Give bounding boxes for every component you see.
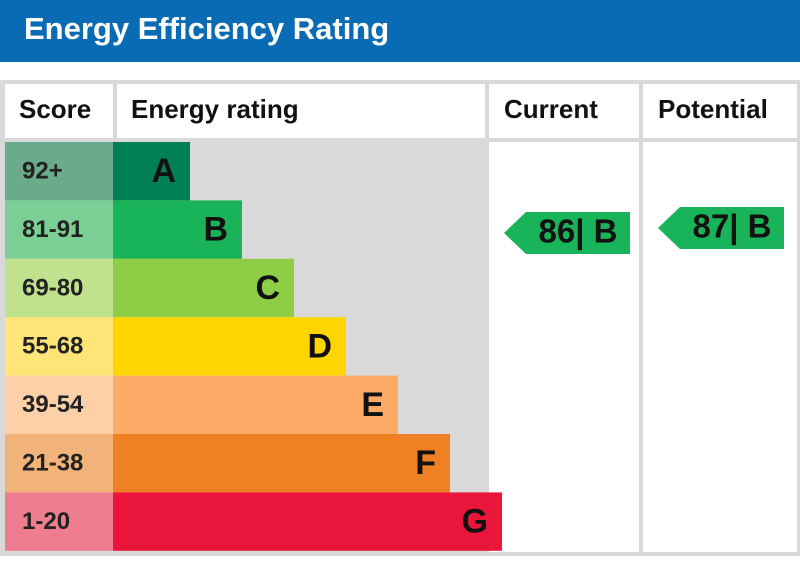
current-arrow bbox=[504, 212, 630, 254]
header-cell bbox=[643, 84, 797, 138]
rating-bar bbox=[113, 142, 190, 201]
column-header: Potential bbox=[658, 94, 768, 124]
rating-letter: F bbox=[415, 444, 436, 482]
title: Energy Efficiency Rating bbox=[24, 11, 389, 46]
rating-letter: B bbox=[203, 211, 228, 249]
current-rating: 86| B bbox=[539, 213, 618, 250]
score-label: 92+ bbox=[22, 158, 63, 185]
score-cell bbox=[5, 200, 113, 259]
rating-bar bbox=[113, 434, 450, 493]
rating-letter: D bbox=[307, 327, 332, 365]
column-header: Energy rating bbox=[131, 94, 299, 124]
title-bar bbox=[0, 0, 800, 62]
rating-letter: C bbox=[255, 269, 280, 307]
header-cell bbox=[5, 84, 113, 138]
rating-letter: E bbox=[361, 386, 384, 424]
score-label: 1-20 bbox=[22, 508, 70, 535]
header-cell bbox=[489, 84, 639, 138]
score-label: 21-38 bbox=[22, 450, 83, 477]
rating-bar bbox=[113, 317, 346, 376]
rating-bar bbox=[113, 200, 242, 259]
column-header: Current bbox=[504, 94, 598, 124]
rating-bar bbox=[113, 258, 294, 318]
rating-letter: A bbox=[151, 152, 176, 190]
potential-column bbox=[643, 142, 797, 552]
column-header: Score bbox=[19, 94, 91, 124]
score-label: 55-68 bbox=[22, 333, 83, 360]
score-label: 39-54 bbox=[22, 391, 84, 418]
rating-letter: G bbox=[462, 503, 488, 541]
score-cell bbox=[5, 434, 113, 493]
potential-rating: 87| B bbox=[693, 208, 772, 245]
current-column bbox=[489, 142, 639, 552]
header-cell bbox=[117, 84, 485, 138]
score-cell bbox=[5, 142, 113, 201]
score-cell bbox=[5, 492, 113, 551]
rating-bar bbox=[113, 492, 502, 551]
potential-arrow bbox=[658, 207, 784, 249]
score-cell bbox=[5, 375, 113, 434]
score-cell bbox=[5, 258, 113, 318]
score-label: 81-91 bbox=[22, 216, 83, 243]
rating-bar bbox=[113, 375, 398, 434]
score-cell bbox=[5, 317, 113, 376]
score-label: 69-80 bbox=[22, 274, 83, 301]
